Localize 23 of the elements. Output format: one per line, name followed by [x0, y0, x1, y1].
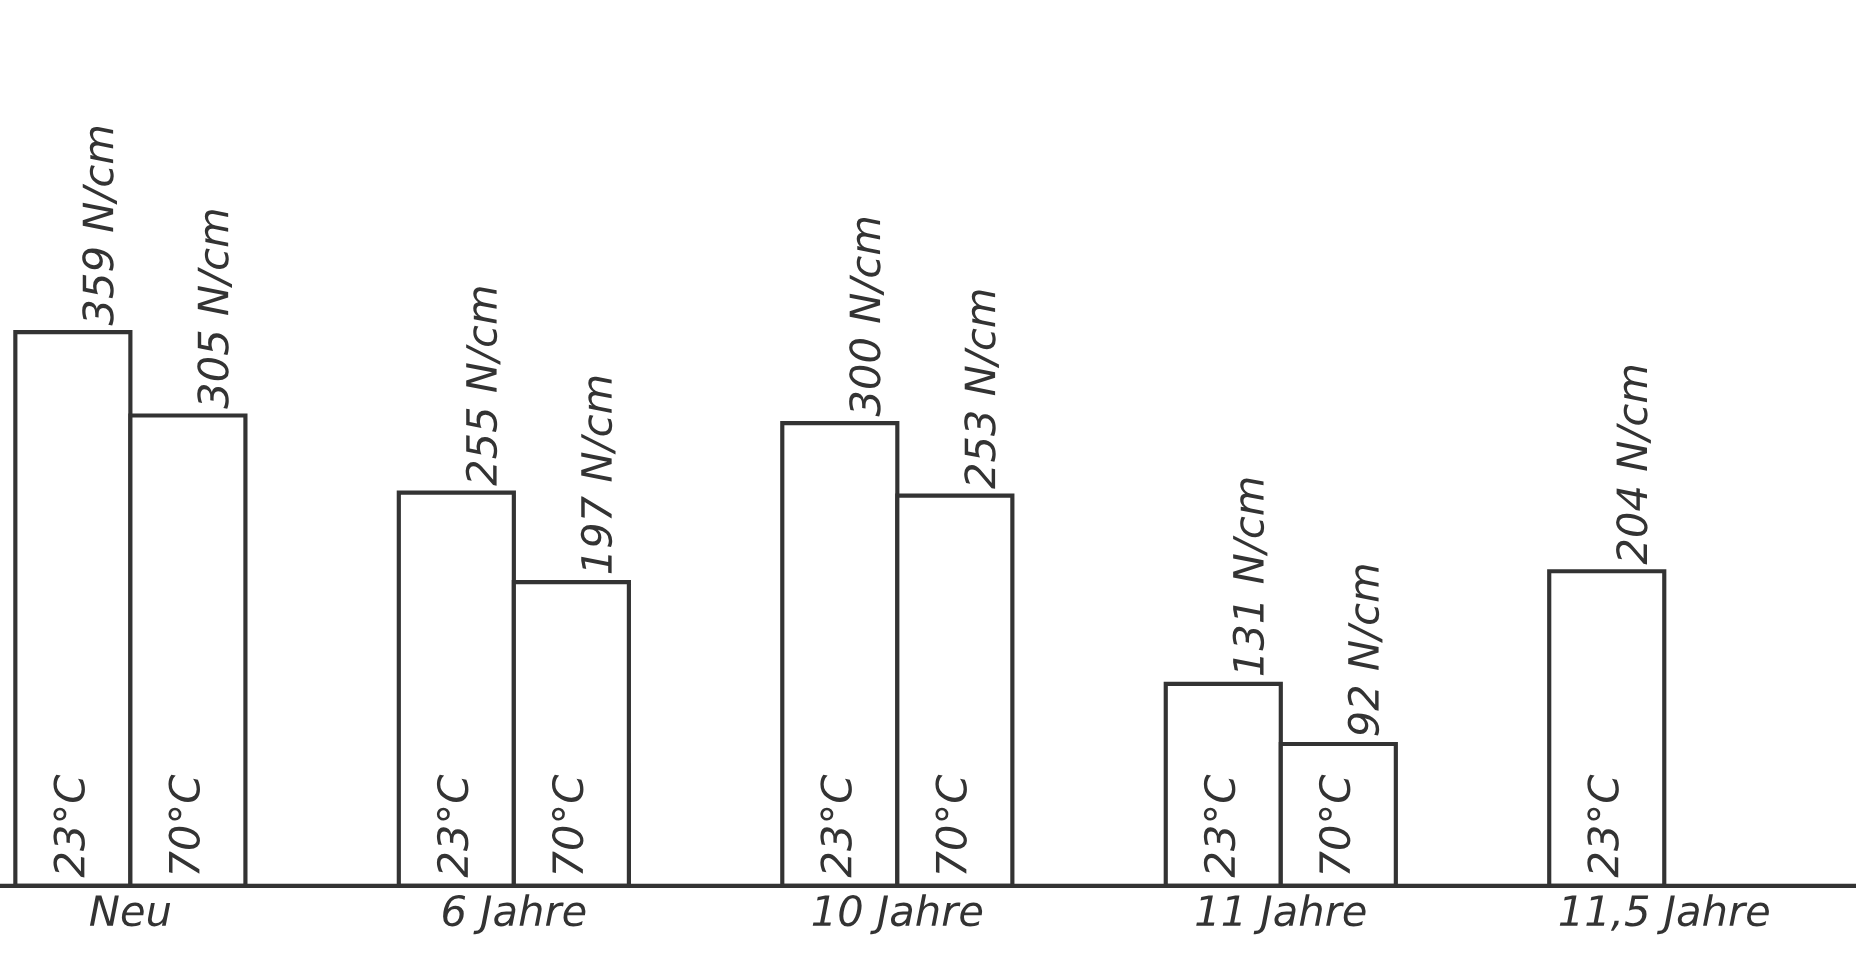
x-tick-label: 11 Jahre — [1196, 894, 1366, 935]
x-tick-label: 6 Jahre — [443, 894, 586, 935]
text: 23°C — [436, 774, 469, 878]
text: 23°C — [1587, 774, 1619, 878]
x-tick-label: 10 Jahre — [812, 894, 983, 935]
x-tick-label: 11,5 Jahre — [1559, 894, 1769, 935]
data-label: 204 N/cm — [1616, 365, 1651, 565]
text: 70°C — [935, 774, 967, 874]
data-label: 300 N/cm — [849, 217, 884, 417]
data-label: 255 N/cm — [465, 287, 501, 486]
data-label: 359 N/cm — [82, 126, 117, 326]
data-label: 92 N/cm — [1347, 565, 1383, 736]
series-label: 70°C — [168, 774, 200, 874]
data-label: 253 N/cm — [964, 290, 999, 489]
data-label: 197 N/cm — [580, 376, 616, 574]
text: 70°C — [551, 774, 584, 874]
text: 70°C — [1318, 774, 1351, 874]
text: 23°C — [820, 774, 852, 878]
x-tick-label: Neu — [89, 895, 171, 927]
series-label: 23°C — [53, 774, 85, 878]
data-label: 131 N/cm — [1232, 478, 1268, 676]
data-label: 305 N/cm — [197, 210, 233, 409]
text: 23°C — [1203, 774, 1236, 878]
